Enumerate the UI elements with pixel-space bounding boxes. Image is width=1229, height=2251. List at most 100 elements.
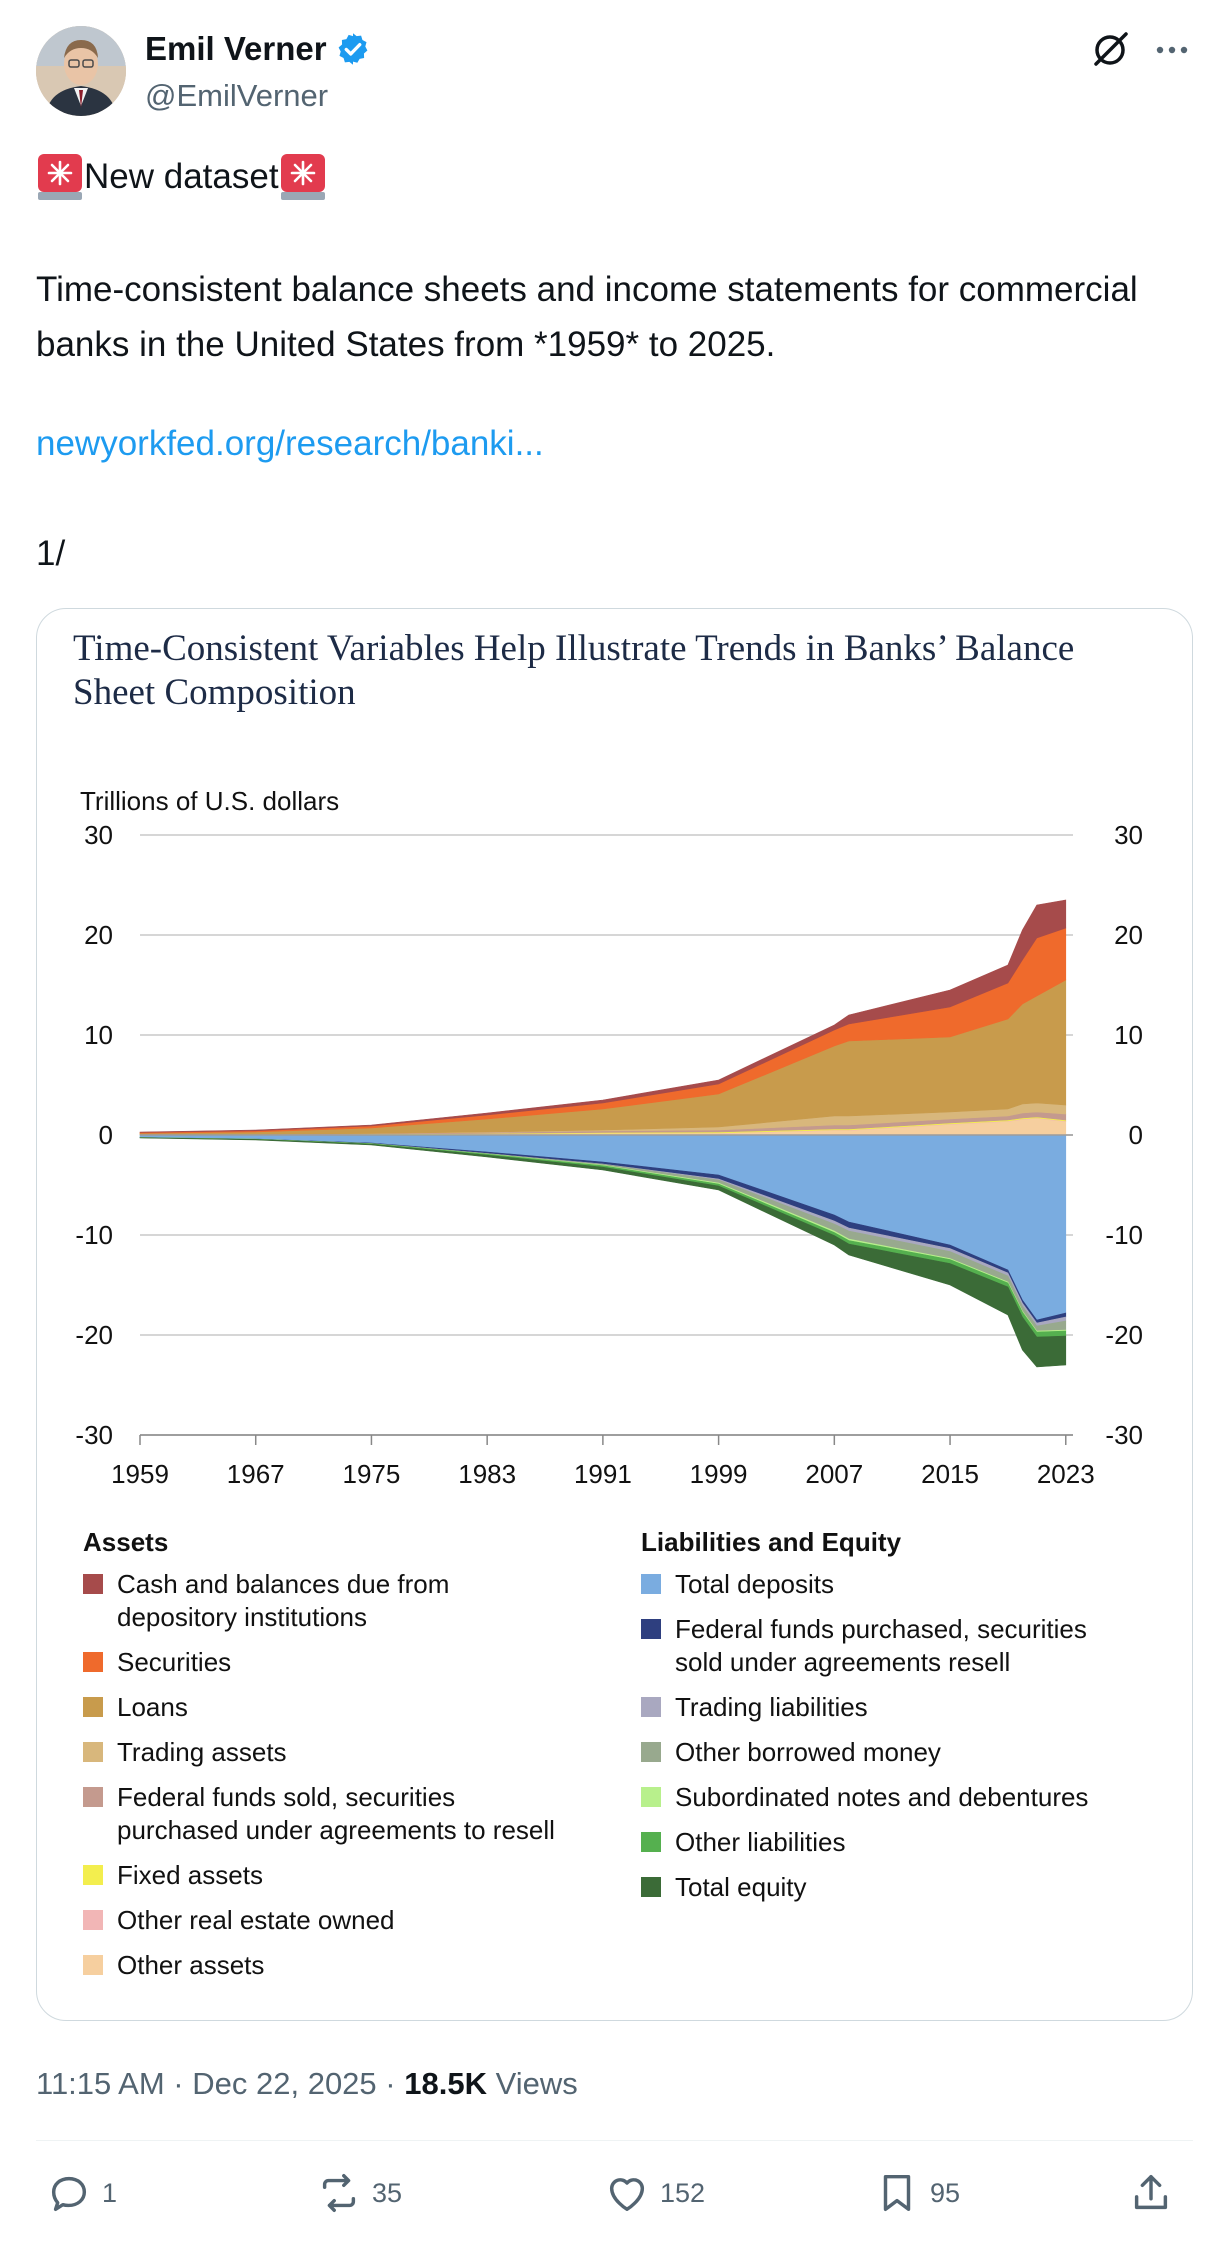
post-link[interactable]: newyorkfed.org/research/banki... xyxy=(36,424,544,463)
legend-item: Other assets xyxy=(83,1949,555,1982)
x-tick-label: 1991 xyxy=(574,1459,632,1489)
post-headline-row: New dataset xyxy=(36,152,327,202)
grok-icon[interactable] xyxy=(1090,28,1132,70)
chart-y-label: Trillions of U.S. dollars xyxy=(80,786,340,816)
legend-assets: Assets Cash and balances due from deposit… xyxy=(83,1527,555,1994)
bookmark-icon xyxy=(883,2174,911,2212)
post-headline: New dataset xyxy=(84,157,279,196)
legend-swatch xyxy=(83,1955,103,1975)
legend-item: Federal funds sold, securities purchased … xyxy=(83,1781,555,1847)
legend-label: Total equity xyxy=(675,1872,807,1902)
repost-icon xyxy=(322,2174,356,2212)
legend-label: Trading liabilities xyxy=(675,1692,868,1722)
legend-swatch xyxy=(83,1574,103,1594)
post-time[interactable]: 11:15 AM xyxy=(36,2066,165,2101)
author-name-row[interactable]: Emil Verner xyxy=(145,30,371,68)
legend-label: Loans xyxy=(117,1692,188,1722)
y-tick-label: -20 xyxy=(75,1320,113,1350)
legend-item: Federal funds purchased, securities sold … xyxy=(641,1613,1088,1679)
legend-swatch xyxy=(83,1697,103,1717)
x-tick-label: 1983 xyxy=(458,1459,516,1489)
y-tick-label: 20 xyxy=(84,920,113,950)
avatar[interactable] xyxy=(36,26,126,116)
divider xyxy=(36,2140,1193,2141)
chart-title: Time-Consistent Variables Help Illustrat… xyxy=(73,628,1075,713)
legend-assets-heading: Assets xyxy=(83,1527,169,1557)
repost-button[interactable]: 35 xyxy=(316,2170,402,2216)
reply-count: 1 xyxy=(102,2177,118,2208)
share-icon xyxy=(1134,2174,1168,2210)
meta-separator: · xyxy=(164,2066,193,2101)
legend-swatch xyxy=(83,1910,103,1930)
legend-swatch xyxy=(83,1787,103,1807)
legend-swatch xyxy=(641,1619,661,1639)
post-body: Time-consistent balance sheets and incom… xyxy=(36,270,1138,364)
legend-swatch xyxy=(641,1574,661,1594)
legend-label: Total deposits xyxy=(675,1569,834,1599)
reply-button[interactable]: 1 xyxy=(46,2170,117,2216)
legend-item: Securities xyxy=(83,1646,555,1679)
y-tick-label: 30 xyxy=(84,820,113,850)
like-button[interactable]: 152 xyxy=(604,2170,705,2216)
legend-swatch xyxy=(641,1697,661,1717)
balance-sheet-chart: 30 30 20 20 10 10 0 0 -10 -10 -20 -20 -30 -30 1959 1967… xyxy=(75,820,1143,1489)
legend-item: Subordinated notes and debentures xyxy=(641,1781,1088,1814)
y-tick-label-right: 30 xyxy=(1114,820,1143,850)
asset-area xyxy=(139,899,1067,1133)
legend-label: Subordinated notes and debentures xyxy=(675,1782,1089,1812)
legend-label: Federal funds sold, securities purchased … xyxy=(117,1782,555,1845)
y-tick-label: -30 xyxy=(75,1420,113,1450)
like-count: 152 xyxy=(660,2177,706,2208)
media-card[interactable]: Time-Consistent Variables Help Illustrat… xyxy=(36,608,1193,2021)
legend-swatch xyxy=(641,1877,661,1897)
y-tick-label-right: 20 xyxy=(1114,920,1143,950)
legend-swatch xyxy=(83,1742,103,1762)
y-tick-label-right: 10 xyxy=(1114,1020,1143,1050)
legend-item: Loans xyxy=(83,1691,555,1724)
bookmark-button[interactable]: 95 xyxy=(874,2170,960,2216)
x-tick-label: 2015 xyxy=(921,1459,979,1489)
legend-item: Other real estate owned xyxy=(83,1904,555,1937)
meta-separator: · xyxy=(376,2066,405,2101)
legend-label: Federal funds purchased, securities sold … xyxy=(675,1614,1087,1677)
legend-label: Other liabilities xyxy=(675,1827,846,1857)
legend-item: Other borrowed money xyxy=(641,1736,1088,1769)
rotating-light-icon xyxy=(280,154,325,200)
views-count[interactable]: 18.5K xyxy=(404,2066,487,2101)
legend-liabilities: Liabilities and Equity Total deposits Fed… xyxy=(641,1527,1088,1916)
rotating-light-icon xyxy=(38,154,82,200)
y-tick-label-right: -20 xyxy=(1105,1320,1143,1350)
legend-label: Cash and balances due from depository ins… xyxy=(117,1569,450,1632)
legend-liabilities-heading: Liabilities and Equity xyxy=(641,1527,902,1557)
legend-label: Securities xyxy=(117,1647,232,1677)
x-tick-label: 2023 xyxy=(1037,1459,1095,1489)
author-handle[interactable]: @EmilVerner xyxy=(145,78,329,113)
post-date[interactable]: Dec 22, 2025 xyxy=(192,2066,377,2101)
views-label: Views xyxy=(486,2066,578,2101)
y-tick-label-right: -30 xyxy=(1105,1420,1143,1450)
legend-swatch xyxy=(641,1742,661,1762)
x-tick-label: 1999 xyxy=(690,1459,748,1489)
bookmark-count: 95 xyxy=(930,2177,961,2208)
liability-area xyxy=(139,1137,1067,1368)
legend-item: Cash and balances due from depository ins… xyxy=(83,1568,555,1634)
more-options-icon[interactable] xyxy=(1150,30,1194,70)
legend-label: Trading assets xyxy=(117,1737,287,1767)
y-tick-label: 0 xyxy=(99,1120,113,1150)
reply-icon xyxy=(51,2176,87,2212)
y-tick-label: -10 xyxy=(75,1220,113,1250)
y-tick-label: 10 xyxy=(84,1020,113,1050)
share-button[interactable] xyxy=(1128,2170,1174,2216)
thread-counter: 1/ xyxy=(36,534,66,573)
y-tick-label-right: -10 xyxy=(1105,1220,1143,1250)
legend-label: Other real estate owned xyxy=(117,1905,395,1935)
author-name[interactable]: Emil Verner xyxy=(145,30,327,67)
legend-swatch xyxy=(83,1652,103,1672)
x-tick-label: 1967 xyxy=(227,1459,285,1489)
legend-swatch xyxy=(641,1832,661,1852)
legend-item: Other liabilities xyxy=(641,1826,1088,1859)
legend-item: Trading assets xyxy=(83,1736,555,1769)
legend-swatch xyxy=(83,1865,103,1885)
legend-label: Other assets xyxy=(117,1950,265,1980)
avatar-photo xyxy=(36,26,126,116)
